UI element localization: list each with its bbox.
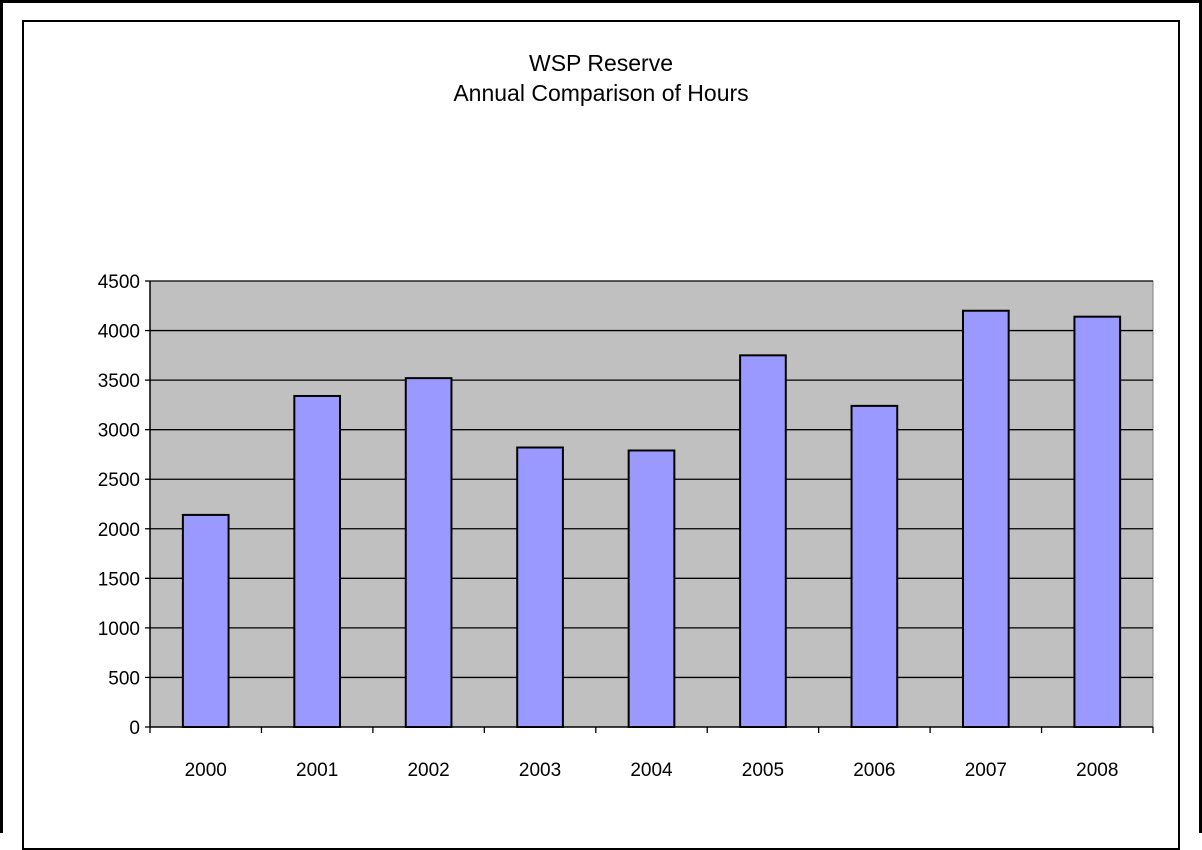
y-tick-label: 3000	[98, 421, 140, 442]
x-tick-label: 2001	[296, 760, 338, 781]
y-tick-label: 3500	[98, 371, 140, 392]
bar-2001	[293, 394, 342, 728]
bar-2002	[404, 377, 453, 728]
chart-title: WSP Reserve Annual Comparison of Hours	[0, 48, 1202, 108]
x-tick-label: 2008	[1076, 760, 1118, 781]
y-tick-label: 0	[129, 718, 140, 739]
y-tick-label: 500	[108, 668, 140, 689]
y-tick-label: 1000	[98, 619, 140, 640]
bar-2004	[627, 449, 676, 728]
bar-2000	[181, 513, 230, 728]
chart-title-line-1: WSP Reserve	[528, 50, 673, 76]
bars	[181, 309, 1122, 728]
x-tick-label: 2004	[630, 760, 673, 781]
x-tick-label: 2006	[853, 760, 895, 781]
x-tick-label: 2003	[519, 760, 561, 781]
y-tick-label: 4000	[98, 322, 140, 343]
x-axis-ticks: 2000 2001 2002 2003 2004 2005 2006 2007 2008	[149, 727, 1154, 781]
y-tick-label: 2500	[98, 470, 140, 491]
y-tick-label: 2000	[98, 520, 140, 541]
bar-2006	[850, 404, 899, 728]
y-axis-ticks: 0 500 1000 1500 2000 2500 3000 3500 4000 4500	[98, 272, 150, 739]
x-tick-label: 2000	[185, 760, 227, 781]
bar-2005	[739, 354, 787, 728]
y-tick-label: 4500	[98, 272, 140, 293]
bar-2007	[961, 309, 1010, 728]
x-tick-label: 2005	[742, 760, 784, 781]
chart-title-line-2: Annual Comparison of Hours	[453, 80, 749, 106]
bar-2003	[516, 446, 564, 728]
x-tick-label: 2002	[407, 760, 449, 781]
bar-2008	[1073, 315, 1122, 728]
y-tick-label: 1500	[98, 569, 140, 590]
axes	[149, 281, 1153, 728]
x-tick-label: 2007	[965, 760, 1007, 781]
